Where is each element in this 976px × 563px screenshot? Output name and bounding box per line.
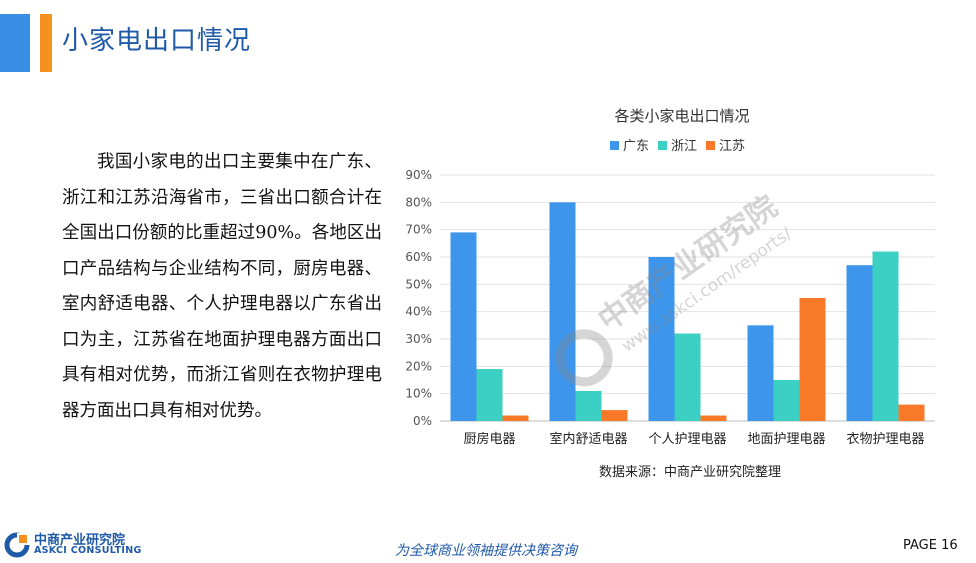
footer-logo: 中商产业研究院 ASKCI CONSULTING: [4, 528, 144, 560]
x-tick-label: 衣物护理电器: [846, 431, 924, 447]
legend-swatch: [610, 141, 619, 150]
logo-name-cn: 中商产业研究院: [34, 533, 126, 548]
bar: [747, 325, 774, 421]
bar: [700, 415, 727, 421]
bar: [502, 415, 529, 421]
bar: [549, 202, 576, 421]
y-axis: 0% 10% 20% 30% 40% 50% 60% 70% 80% 90%: [405, 168, 432, 428]
legend-label: 浙江: [671, 139, 697, 154]
accent-bar-blue: [0, 14, 30, 72]
y-tick-label: 30%: [405, 332, 432, 346]
bar: [846, 265, 873, 421]
y-tick-label: 80%: [405, 195, 432, 209]
y-tick-label: 20%: [405, 359, 432, 373]
y-tick-label: 70%: [405, 223, 432, 237]
chart-source: 数据来源：中商产业研究院整理: [599, 465, 781, 480]
x-tick-label: 地面护理电器: [747, 432, 825, 447]
x-tick-label: 室内舒适电器: [549, 431, 627, 447]
footer-slogan: 为全球商业领袖提供决策咨询: [395, 543, 577, 559]
bar: [476, 369, 503, 421]
bar-chart: 各类小家电出口情况 广东 浙江 江苏 0% 10% 20% 30% 40% 50% 60% 70%…: [405, 107, 935, 480]
bar: [450, 232, 477, 421]
bar: [898, 404, 925, 421]
bar: [799, 298, 826, 421]
chart-bars: [450, 202, 925, 421]
page-title: 小家电出口情况: [62, 26, 252, 56]
x-axis: 厨房电器 室内舒适电器 个人护理电器 地面护理电器 衣物护理电器: [463, 431, 924, 447]
y-tick-label: 0%: [413, 414, 432, 428]
x-tick-label: 个人护理电器: [648, 432, 726, 447]
legend-swatch: [658, 141, 667, 150]
bar: [575, 390, 602, 421]
logo-name-en: ASKCI CONSULTING: [34, 545, 142, 556]
bar: [601, 410, 628, 421]
legend-label: 江苏: [719, 138, 745, 154]
bar: [872, 251, 899, 421]
body-paragraph: 我国小家电的出口主要集中在广东、浙江和江苏沿海省市，三省出口额合计在全国出口份额…: [62, 152, 382, 421]
y-tick-label: 50%: [405, 277, 432, 291]
chart-legend: 广东 浙江 江苏: [610, 138, 745, 154]
legend-label: 广东: [623, 139, 649, 154]
chart-grid: [440, 174, 935, 422]
bar: [648, 257, 675, 421]
x-tick-label: 厨房电器: [463, 431, 515, 447]
legend-swatch: [706, 141, 715, 150]
y-tick-label: 60%: [405, 250, 432, 264]
company-logo-icon: [4, 532, 30, 558]
bar: [674, 333, 701, 421]
watermark-logo-icon: [555, 329, 613, 387]
page-number: PAGE 16: [903, 538, 958, 553]
chart-title: 各类小家电出口情况: [614, 107, 749, 125]
accent-bar-orange: [40, 14, 52, 72]
y-tick-label: 10%: [405, 387, 432, 401]
y-tick-label: 40%: [405, 305, 432, 319]
bar: [773, 380, 800, 421]
y-tick-label: 90%: [405, 168, 432, 182]
